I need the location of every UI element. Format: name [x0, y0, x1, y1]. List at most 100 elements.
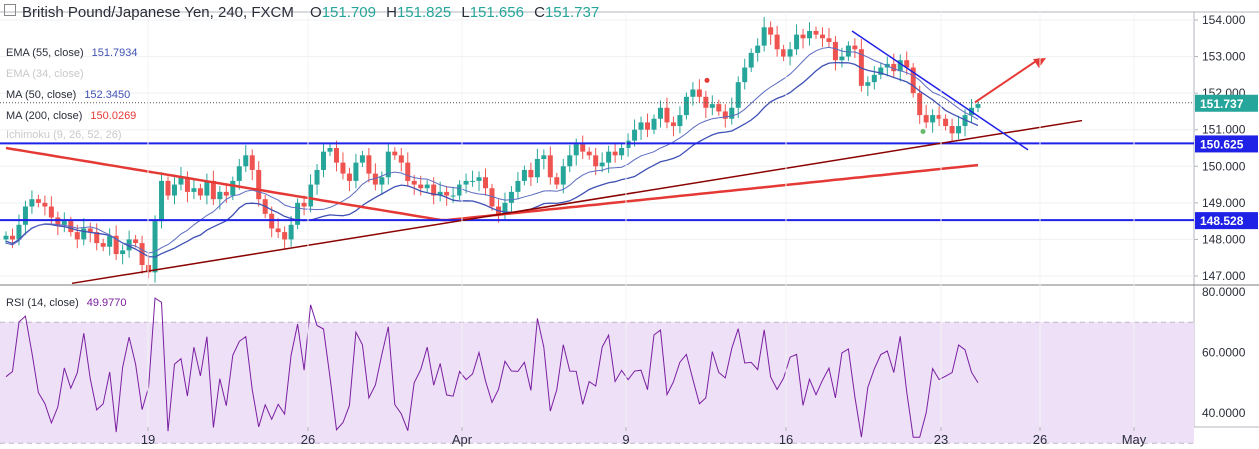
candle — [379, 171, 385, 195]
candle — [470, 170, 476, 187]
candle — [346, 167, 352, 192]
high-value: 151.825 — [396, 4, 452, 21]
candle-body — [113, 235, 119, 255]
candle — [645, 113, 651, 138]
candle — [852, 38, 858, 59]
candle-body — [9, 235, 15, 240]
candle — [599, 152, 605, 173]
candle-body — [372, 173, 378, 185]
low-value: 151.656 — [469, 4, 524, 21]
candle — [722, 104, 728, 128]
candle-body — [359, 155, 365, 163]
candle — [178, 167, 184, 191]
open-value: 151.709 — [321, 4, 376, 21]
indicator-ma200[interactable]: MA (200, close) 150.0269 — [6, 110, 137, 122]
candle-body — [677, 115, 683, 127]
candle-body — [580, 144, 586, 152]
candle-body — [949, 126, 955, 134]
candle — [249, 149, 255, 181]
candle-body — [61, 221, 67, 225]
candle-body — [975, 104, 981, 108]
indicator-ma50[interactable]: MA (50, close) 152.3450 — [6, 89, 131, 101]
candle-body — [962, 115, 968, 127]
candle-body — [269, 213, 275, 229]
candle-body — [683, 96, 689, 116]
candle — [184, 171, 190, 203]
candle-body — [100, 243, 106, 247]
ohlc-readout: O151.709 H151.825 L151.656 C151.737 — [310, 4, 600, 21]
candle-body — [171, 184, 177, 196]
indicator-ema55[interactable]: EMA (55, close) 151.7934 — [6, 47, 138, 59]
candle — [327, 143, 333, 157]
indicator-ema34[interactable]: EMA (34, close) — [6, 68, 84, 80]
candle — [288, 216, 294, 247]
price-tick-label: 153.000 — [1202, 50, 1246, 64]
candle — [956, 115, 962, 140]
candle-body — [146, 265, 152, 273]
candle — [22, 200, 28, 236]
candle — [917, 85, 923, 124]
candle — [204, 173, 210, 205]
indicator-ichimoku[interactable]: Ichimoku (9, 26, 52, 26) — [6, 129, 122, 141]
candle — [152, 215, 158, 283]
candle — [29, 190, 35, 214]
candle-body — [865, 82, 871, 86]
indicator-rsi[interactable]: RSI (14, close) 49.9770 — [6, 297, 127, 309]
candle — [392, 147, 398, 160]
rsi-tick-label: 80.0000 — [1202, 285, 1246, 299]
candle-body — [321, 151, 327, 170]
candle-body — [405, 162, 411, 181]
candle-body — [645, 122, 651, 130]
candle — [936, 106, 942, 127]
collapse-icon[interactable] — [4, 4, 16, 16]
candle — [761, 17, 767, 52]
price-tick-label: 147.000 — [1202, 269, 1246, 283]
candle — [819, 27, 825, 48]
candle — [457, 180, 463, 200]
candle-body — [346, 173, 352, 181]
candle-body — [813, 30, 819, 35]
candle-body — [165, 180, 171, 196]
candle — [690, 82, 696, 106]
candle-body — [314, 169, 320, 185]
candle-body — [508, 191, 514, 203]
candle-body — [424, 184, 430, 189]
candle — [521, 165, 527, 186]
candle — [372, 163, 378, 191]
price-badge-bg — [1195, 135, 1258, 153]
candle-body — [236, 166, 242, 181]
candle-body — [541, 155, 547, 159]
candle — [910, 63, 916, 98]
candle-body — [612, 151, 618, 156]
price-tick-label: 151.000 — [1202, 123, 1246, 137]
candle — [476, 171, 482, 192]
candle-body — [560, 166, 566, 185]
candle-body — [431, 184, 437, 196]
rsi-tick-label: 40.0000 — [1202, 406, 1246, 420]
time-tick-label: 26 — [301, 432, 315, 447]
candle — [94, 223, 100, 251]
candle-body — [755, 45, 761, 53]
candle-body — [366, 155, 372, 174]
candle-body — [638, 122, 644, 130]
candle-body — [761, 27, 767, 46]
candle — [949, 118, 955, 143]
candle — [800, 28, 806, 49]
candle-body — [871, 74, 877, 83]
candle — [269, 206, 275, 238]
candle-body — [528, 169, 534, 178]
signal-dot-green — [920, 129, 926, 135]
candle-body — [878, 67, 884, 75]
candle-body — [709, 104, 715, 108]
candle-body — [664, 107, 670, 123]
candle-body — [301, 202, 307, 207]
candle-body — [794, 34, 800, 50]
candle-body — [379, 177, 385, 185]
candle — [100, 238, 106, 252]
candle-body — [586, 151, 592, 156]
candle — [385, 142, 391, 185]
price-badge: 148.528 — [1195, 212, 1258, 230]
candle — [962, 109, 968, 137]
